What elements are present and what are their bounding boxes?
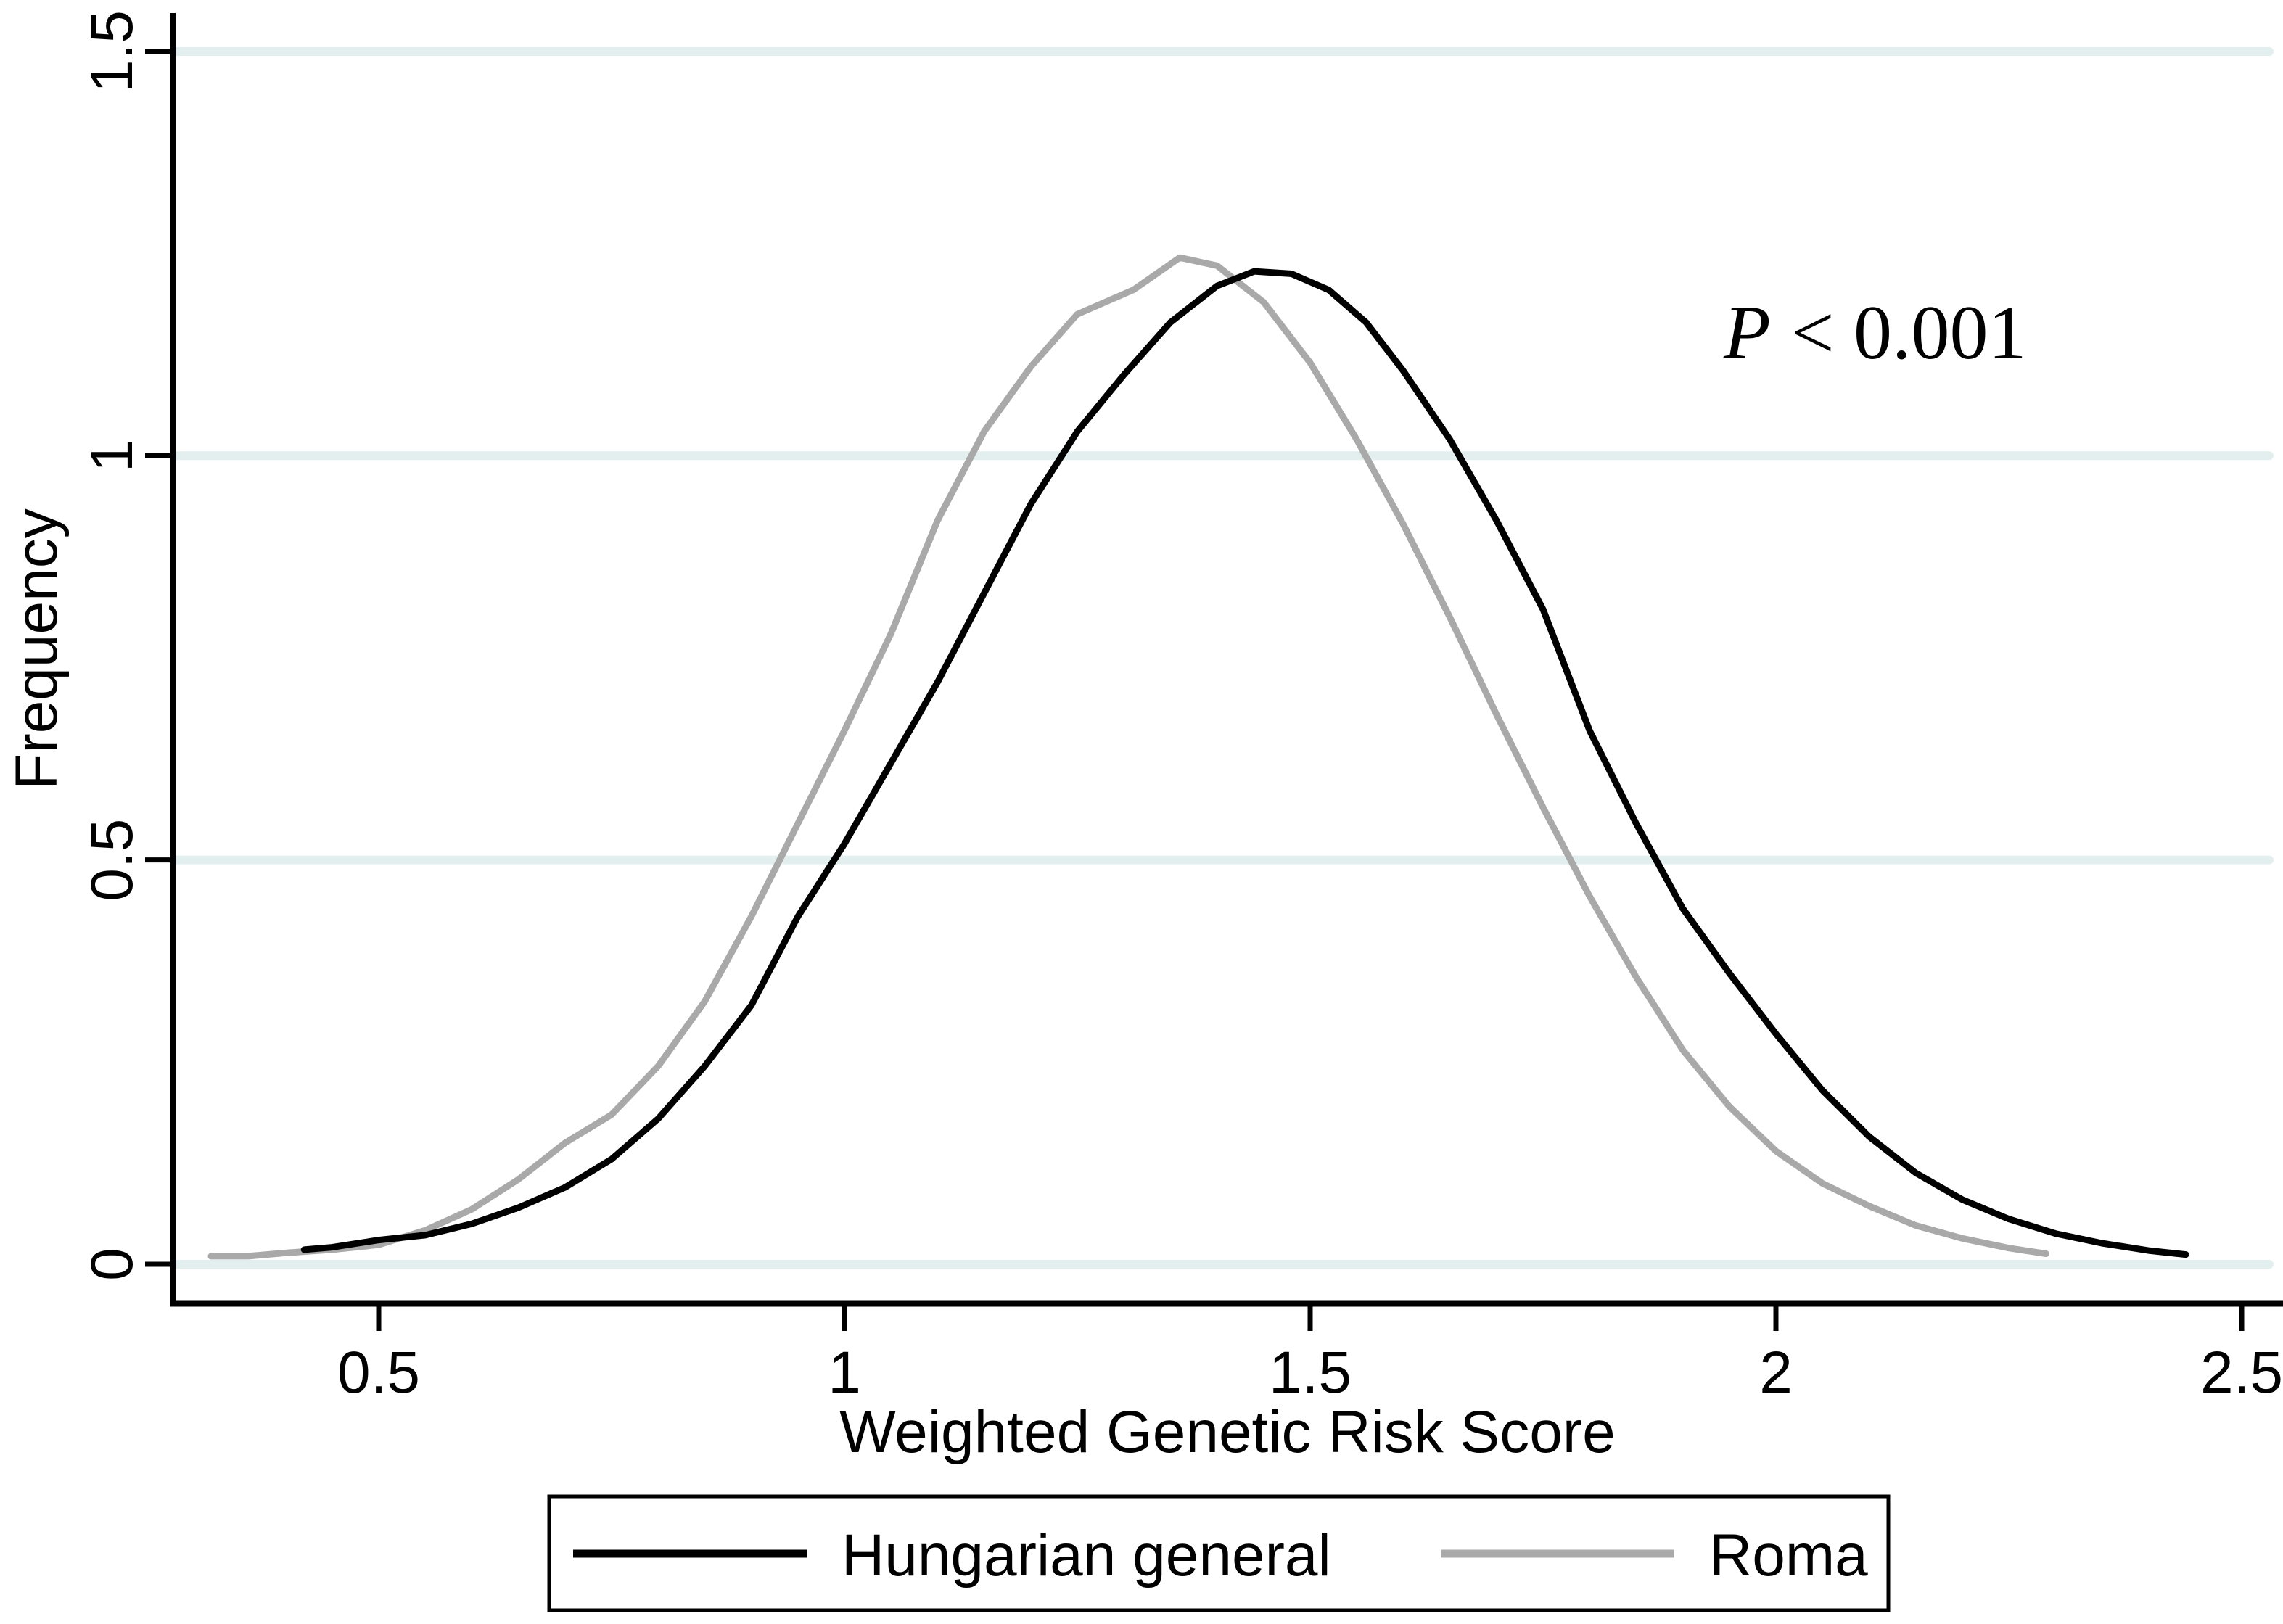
x-tick-label: 2 bbox=[1759, 1340, 1793, 1406]
x-tick-label: 1 bbox=[828, 1340, 861, 1406]
density-curves bbox=[207, 254, 2189, 1260]
legend-label-roma: Roma bbox=[1709, 1522, 1868, 1588]
y-tick-label: 1 bbox=[79, 439, 145, 472]
legend-label-hungarian-general: Hungarian general bbox=[842, 1522, 1331, 1588]
x-tick-label: 1.5 bbox=[1269, 1340, 1352, 1406]
series-hungarian-general bbox=[300, 268, 2189, 1258]
x-axis-title: Weighted Genetic Risk Score bbox=[839, 1399, 1616, 1465]
y-tick-label: 0 bbox=[79, 1248, 145, 1281]
axes bbox=[170, 13, 2283, 1307]
y-tick-label: 0.5 bbox=[79, 819, 145, 902]
gridlines bbox=[171, 46, 2274, 1269]
y-tick-label: 1.5 bbox=[79, 10, 145, 93]
x-axis-ticks: 0.5 1 1.5 2 2.5 bbox=[337, 1306, 2283, 1406]
series-roma bbox=[207, 254, 2049, 1260]
x-tick-label: 2.5 bbox=[2200, 1340, 2283, 1406]
y-axis-title: Frequency bbox=[4, 508, 70, 789]
y-axis-ticks: 0 0.5 1 1.5 bbox=[79, 10, 171, 1281]
p-symbol: P bbox=[1723, 290, 1771, 375]
x-tick-label: 0.5 bbox=[337, 1340, 420, 1406]
legend: Hungarian general Roma bbox=[547, 1494, 1891, 1612]
p-value-annotation: P < 0.001 bbox=[1723, 290, 2027, 375]
p-value-text: < 0.001 bbox=[1791, 290, 2027, 375]
